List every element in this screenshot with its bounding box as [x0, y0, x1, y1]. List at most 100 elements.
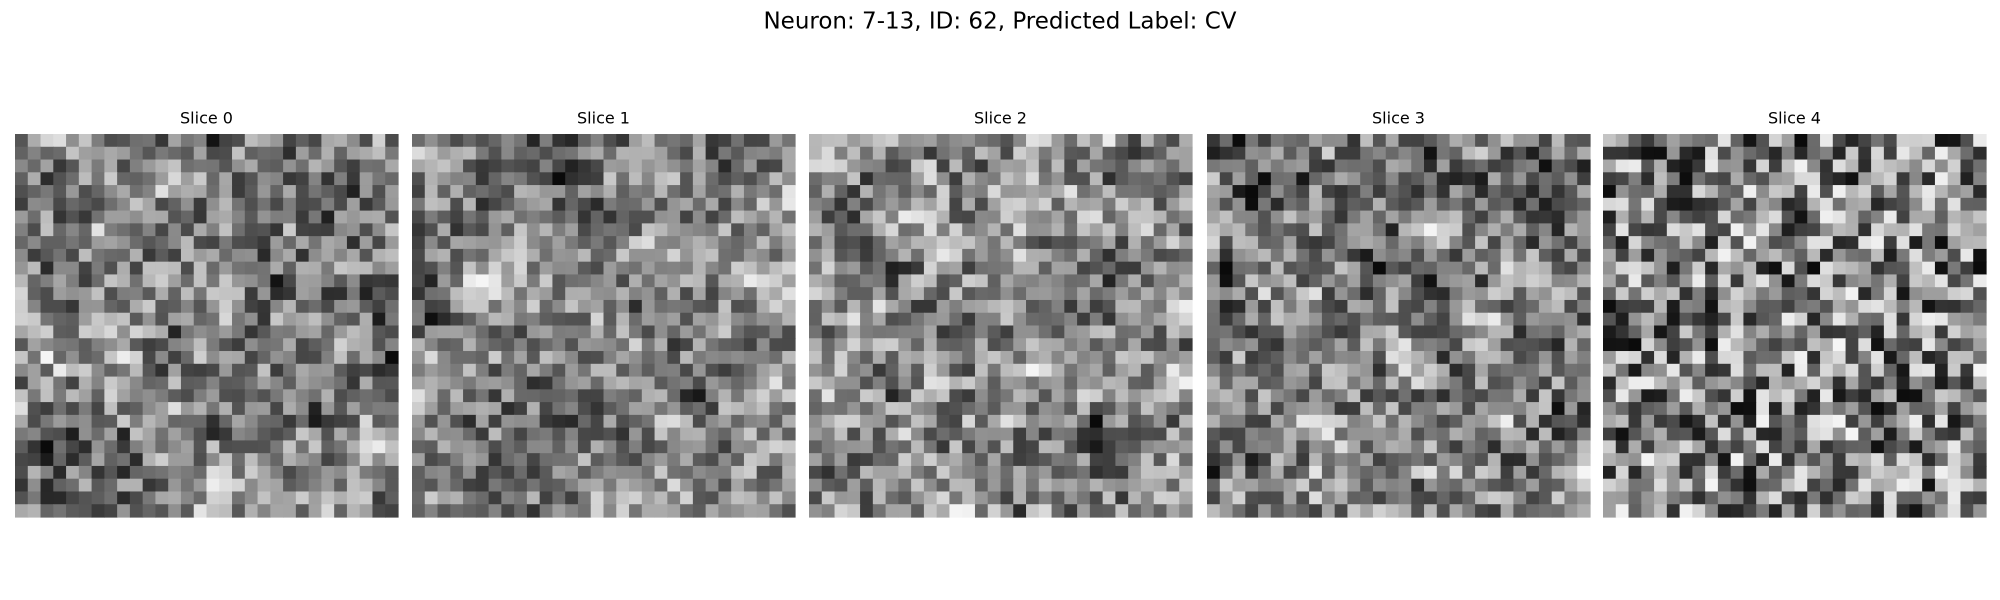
- pixel: [501, 453, 515, 467]
- pixel: [206, 274, 220, 288]
- pixel: [514, 351, 528, 365]
- pixel: [1102, 402, 1116, 416]
- pixel: [1807, 274, 1821, 288]
- pixel: [1973, 236, 1987, 250]
- pixel: [412, 440, 426, 454]
- pixel: [1232, 274, 1246, 288]
- slice-image: [1603, 134, 1987, 518]
- pixel: [1654, 172, 1668, 186]
- pixel: [1756, 504, 1770, 518]
- pixel: [91, 363, 105, 378]
- pixel: [475, 478, 490, 493]
- pixel: [1794, 185, 1808, 199]
- pixel: [424, 274, 439, 288]
- pixel: [1858, 440, 1872, 454]
- pixel: [1449, 440, 1463, 454]
- pixel: [450, 414, 464, 429]
- pixel: [821, 223, 836, 237]
- pixel: [244, 402, 259, 416]
- pixel: [1934, 185, 1949, 199]
- pixel: [283, 453, 297, 467]
- pixel: [923, 172, 938, 186]
- pixel: [1564, 146, 1578, 161]
- pixel: [1538, 248, 1553, 263]
- pixel: [168, 172, 182, 186]
- pixel: [654, 338, 668, 352]
- pixel: [629, 287, 643, 301]
- pixel: [15, 236, 29, 250]
- pixel: [1064, 453, 1078, 467]
- pixel: [308, 338, 322, 352]
- pixel: [129, 427, 144, 441]
- pixel: [1551, 453, 1566, 467]
- pixel: [53, 210, 67, 224]
- pixel: [1705, 351, 1719, 365]
- pixel: [232, 274, 246, 288]
- pixel: [1115, 389, 1129, 403]
- pixel: [1026, 197, 1040, 212]
- pixel: [974, 210, 989, 224]
- pixel: [1641, 363, 1655, 378]
- pixel: [1628, 389, 1642, 403]
- pixel: [1794, 210, 1808, 224]
- pixel: [860, 453, 874, 467]
- pixel: [1858, 504, 1872, 518]
- pixel: [1781, 402, 1796, 416]
- pixel: [1781, 376, 1796, 390]
- pixel: [450, 146, 464, 161]
- pixel: [1245, 465, 1259, 480]
- pixel: [142, 389, 157, 403]
- pixel: [270, 453, 284, 467]
- pixel: [1781, 351, 1796, 365]
- pixel: [552, 299, 566, 314]
- pixel: [1934, 491, 1949, 505]
- pixel: [1577, 287, 1591, 301]
- pixel: [1934, 414, 1949, 429]
- pixel: [860, 504, 874, 518]
- pixel: [424, 376, 439, 390]
- pixel: [450, 236, 464, 250]
- pixel: [743, 504, 758, 518]
- pixel: [1398, 146, 1412, 161]
- pixel: [1309, 274, 1323, 288]
- pixel: [1679, 287, 1693, 301]
- pixel: [283, 491, 297, 505]
- pixel: [501, 185, 515, 199]
- pixel: [1513, 159, 1527, 173]
- pixel: [1245, 261, 1259, 276]
- pixel: [1000, 338, 1014, 352]
- pixel: [731, 440, 745, 454]
- pixel: [834, 478, 848, 493]
- pixel: [1679, 504, 1693, 518]
- pixel: [514, 414, 528, 429]
- pixel: [1219, 146, 1234, 161]
- pixel: [1296, 312, 1310, 327]
- pixel: [1424, 261, 1438, 276]
- pixel: [1026, 376, 1040, 390]
- pixel: [1487, 414, 1502, 429]
- pixel: [1513, 261, 1527, 276]
- pixel: [193, 312, 208, 327]
- pixel: [731, 414, 745, 429]
- pixel: [1654, 236, 1668, 250]
- pixel: [1436, 172, 1451, 186]
- pixel: [885, 210, 899, 224]
- pixel: [629, 414, 643, 429]
- pixel: [1270, 465, 1285, 480]
- pixel: [629, 197, 643, 212]
- pixel: [1717, 338, 1732, 352]
- pixel: [1666, 274, 1681, 288]
- pixel: [1102, 172, 1116, 186]
- pixel: [257, 159, 271, 173]
- pixel: [1858, 274, 1872, 288]
- pixel: [885, 197, 899, 212]
- pixel: [539, 146, 554, 161]
- pixel: [1128, 478, 1142, 493]
- pixel: [424, 299, 439, 314]
- pixel: [809, 185, 823, 199]
- pixel: [1283, 504, 1297, 518]
- pixel: [1960, 491, 1974, 505]
- pixel: [1296, 363, 1310, 378]
- pixel: [53, 491, 67, 505]
- pixel: [692, 504, 707, 518]
